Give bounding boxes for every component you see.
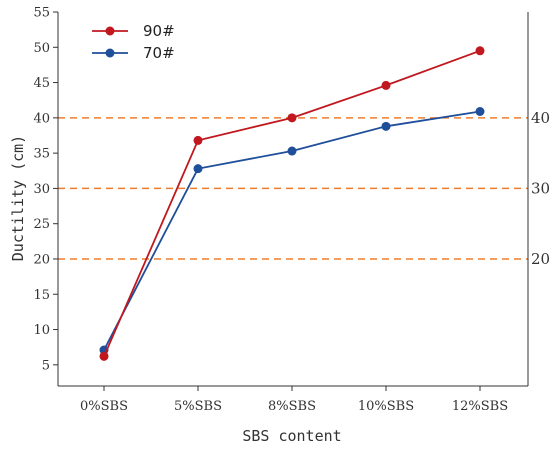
x-tick-label-0: 0%SBS <box>80 399 128 414</box>
data-point-70#-4 <box>475 106 485 116</box>
y-tick-label-40: 40 <box>33 111 50 126</box>
y-tick-label-10: 10 <box>33 323 50 338</box>
data-point-90#-4 <box>475 46 485 56</box>
legend-marker-70# <box>105 48 115 58</box>
data-point-90#-0 <box>99 351 109 361</box>
legend-label-70#: 70# <box>143 44 175 62</box>
x-tick-label-3: 10%SBS <box>358 399 414 414</box>
legend-label-90#: 90# <box>143 22 175 40</box>
x-tick-label-2: 8%SBS <box>268 399 316 414</box>
y-tick-label-45: 45 <box>33 76 50 91</box>
x-tick-label-4: 12%SBS <box>452 399 508 414</box>
x-axis-title: SBS content <box>242 427 341 445</box>
y-tick-label-20: 20 <box>33 252 50 267</box>
x-tick-label-1: 5%SBS <box>174 399 222 414</box>
reference-label-40: 40 <box>531 109 550 127</box>
data-point-90#-1 <box>193 135 203 145</box>
reference-label-30: 30 <box>531 179 550 197</box>
y-tick-label-30: 30 <box>33 182 50 197</box>
y-tick-label-25: 25 <box>33 217 50 232</box>
data-point-90#-2 <box>287 113 297 123</box>
axes: 5 10 15 20 25 30 35 40 45 50 55 0%SBS 5%SBS 8%SBS 10%S… <box>33 6 529 414</box>
y-axis-title: Ductility (cm) <box>9 135 27 261</box>
legend: 90#70# <box>92 22 175 62</box>
y-tick-label-50: 50 <box>33 41 50 56</box>
y-tick-label-5: 5 <box>42 358 50 373</box>
reference-lines: 40 30 20 <box>58 109 550 268</box>
data-point-70#-1 <box>193 164 203 174</box>
reference-label-20: 20 <box>531 250 550 268</box>
data-point-70#-3 <box>381 121 391 131</box>
y-tick-label-55: 55 <box>33 6 50 21</box>
series-layer <box>99 46 485 361</box>
data-point-70#-2 <box>287 146 297 156</box>
series-line-90# <box>103 49 481 357</box>
y-tick-label-35: 35 <box>33 147 50 162</box>
legend-marker-90# <box>105 26 115 36</box>
y-tick-label-15: 15 <box>33 288 50 303</box>
data-point-90#-3 <box>381 80 391 90</box>
